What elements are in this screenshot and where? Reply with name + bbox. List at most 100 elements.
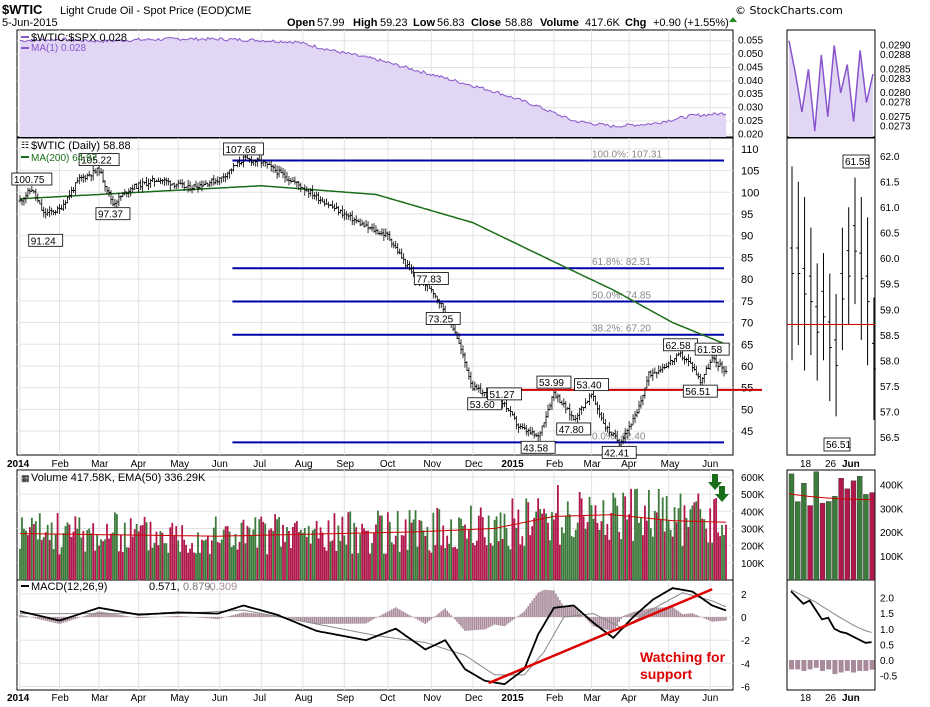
macd-histogram-bar <box>66 617 69 622</box>
macd-histogram-bar <box>256 613 259 618</box>
macd-zoom-y-tick-label: 1.5 <box>880 609 894 620</box>
volume-bar <box>367 530 369 580</box>
volume-bar <box>197 532 199 580</box>
macd-histogram-bar <box>110 613 112 618</box>
zoom-low-box <box>823 437 851 452</box>
macd-histogram-bar <box>555 593 557 618</box>
volume-bar <box>440 545 443 580</box>
macd-histogram-bar <box>309 617 312 623</box>
zoom-volume-bar <box>795 501 801 581</box>
zoom-ohlc-bar <box>815 263 820 381</box>
volume-bar <box>458 517 460 580</box>
price-y-tick-label: 100 <box>741 187 759 199</box>
ratio-area-fill <box>20 37 726 137</box>
macd-histogram-bar <box>335 617 338 624</box>
macd-histogram-bar <box>505 617 508 625</box>
macd-histogram-bar <box>86 615 89 618</box>
macd-histogram-bar <box>301 617 304 621</box>
volume-bar <box>394 535 397 580</box>
volume-bar <box>638 522 640 580</box>
volume-bar <box>377 510 379 580</box>
volume-bar <box>580 498 583 580</box>
volume-bar <box>297 532 300 580</box>
volume-bar <box>274 514 277 580</box>
macd-x-tick-label: Feb <box>546 693 564 704</box>
price-callout-label: 100.75 <box>14 175 45 186</box>
macd-histogram-bar <box>218 617 221 619</box>
macd-histogram-bar <box>169 616 172 618</box>
volume-zoom-y-tick-label: 400K <box>880 480 904 491</box>
macd-histogram-bar <box>422 617 425 623</box>
volume-bar <box>614 497 617 580</box>
macd-zoom-y-tick-label: 2.0 <box>880 594 894 605</box>
volume-bar <box>256 547 259 580</box>
volume-y-tick-label: 500K <box>741 490 765 501</box>
annotation-text-line1: Watching for <box>640 649 726 665</box>
volume-bar <box>129 518 132 580</box>
volume-bar <box>649 528 652 580</box>
macd-histogram-bar <box>446 610 448 618</box>
price-x-tick-label: Aug <box>295 459 313 470</box>
volume-bar <box>479 507 482 580</box>
macd-histogram-bar <box>260 613 263 618</box>
macd-histogram-bar <box>118 614 120 618</box>
volume-bar <box>713 499 716 580</box>
macd-histogram-bar <box>478 617 480 630</box>
macd-trendline <box>488 588 713 685</box>
macd-histogram-bar <box>491 617 494 626</box>
macd-histogram-bar <box>108 613 110 618</box>
macd-histogram-bar <box>250 613 253 618</box>
macd-histogram-bar <box>112 613 114 618</box>
volume-bar <box>481 517 484 580</box>
volume-bar <box>262 521 265 580</box>
volume-bar <box>278 517 280 580</box>
macd-histogram-bar <box>203 617 205 619</box>
volume-bar <box>456 548 458 580</box>
macd-histogram-bar <box>290 617 292 619</box>
volume-bar <box>149 521 152 580</box>
macd-histogram-bar <box>426 617 429 623</box>
volume-bar <box>226 526 229 580</box>
volume-bar <box>50 522 53 580</box>
macd-histogram-bar <box>574 608 577 618</box>
volume-bar <box>224 526 227 580</box>
volume-bar <box>398 551 401 580</box>
volume-bar <box>612 492 615 580</box>
volume-bar <box>537 498 540 580</box>
volume-bar <box>620 539 623 580</box>
volume-bar <box>725 524 727 580</box>
volume-bar <box>230 546 233 580</box>
macd-histogram-bar <box>333 617 336 624</box>
macd-histogram-bar <box>25 616 27 618</box>
volume-bar <box>598 530 601 580</box>
volume-bar <box>48 540 51 580</box>
open-label: Open <box>287 17 315 29</box>
volume-bar <box>151 547 154 580</box>
macd-histogram-bar <box>693 614 696 618</box>
volume-bar <box>303 527 306 580</box>
zoom-ohlc-bar <box>859 197 864 340</box>
macd-histogram-bar <box>683 613 686 618</box>
volume-bar <box>319 527 322 580</box>
volume-bar <box>721 525 723 580</box>
macd-histogram-bar <box>268 614 270 618</box>
macd-histogram-bar <box>497 617 500 626</box>
volume-bar <box>446 535 449 580</box>
price-callout-box <box>413 272 449 285</box>
macd-histogram-bar <box>596 617 599 628</box>
zoom-volume-bar <box>813 471 819 581</box>
macd-histogram-bar <box>600 617 603 629</box>
zoom-macd-histogram-bar <box>807 660 813 670</box>
volume-bar <box>539 509 542 580</box>
volume-bar <box>44 532 47 580</box>
price-zoom-y-tick-label: 56.5 <box>880 433 900 444</box>
macd-histogram-bar <box>167 616 170 618</box>
volume-bar <box>657 489 660 580</box>
zoom-macd-histogram-bar <box>789 660 794 670</box>
price-ohlc-bar <box>724 366 728 374</box>
macd-histogram-bar <box>479 617 482 630</box>
macd-histogram-bar <box>94 612 96 618</box>
chg-value: +0.90 (+1.55%) <box>653 17 729 29</box>
price-x-tick-label: Mar <box>91 459 109 470</box>
macd-histogram-bar <box>406 613 409 618</box>
